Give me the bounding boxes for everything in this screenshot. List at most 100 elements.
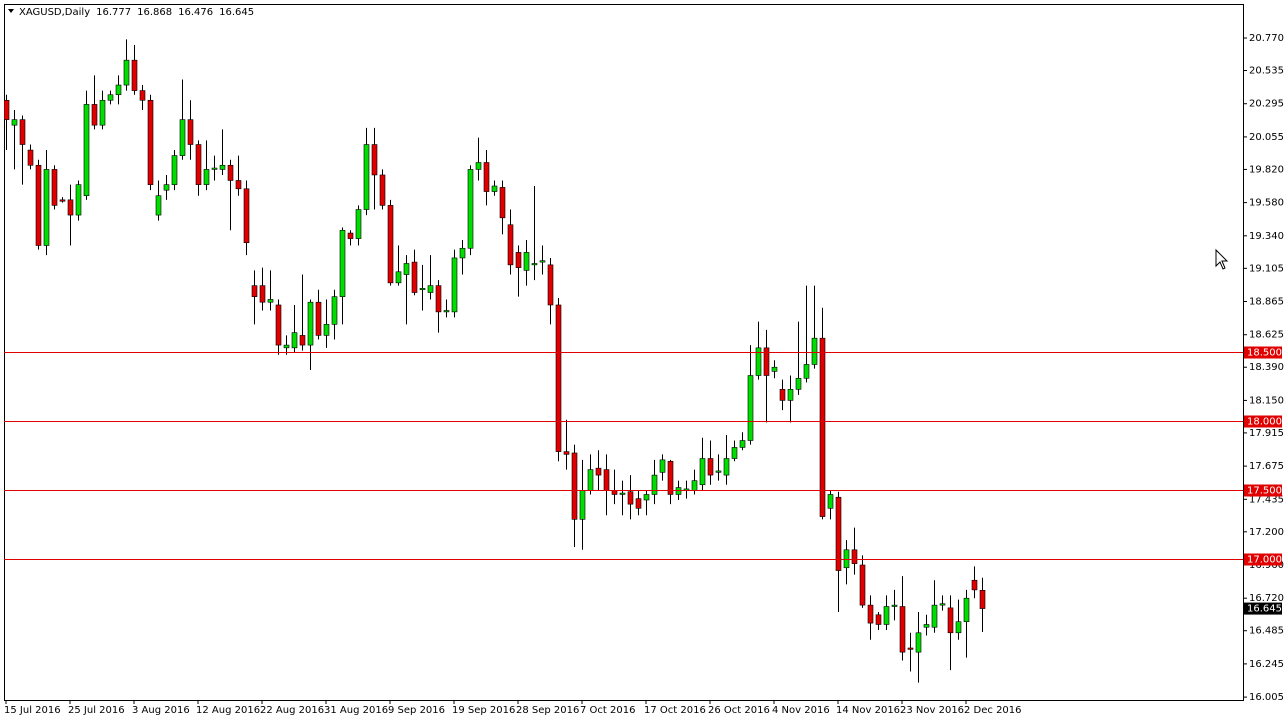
candle-body xyxy=(483,162,490,192)
candle-body xyxy=(803,364,810,379)
candle-body xyxy=(627,491,634,505)
candle-body xyxy=(395,271,402,284)
candle-body xyxy=(723,458,730,476)
y-tick-label: 19.820 xyxy=(1249,164,1284,175)
candle-body xyxy=(99,99,106,126)
candle-body xyxy=(419,288,426,291)
candle-body xyxy=(475,162,482,170)
y-tick-label: 19.105 xyxy=(1249,263,1284,274)
candle-body xyxy=(259,285,266,303)
candle-body xyxy=(371,144,378,176)
x-tick-label: 14 Nov 2016 xyxy=(836,705,900,716)
candle-body xyxy=(507,224,514,266)
candle-body xyxy=(83,104,90,197)
candle-body xyxy=(155,195,162,216)
level-label: 17.000 xyxy=(1247,555,1282,566)
candle-body xyxy=(459,247,466,259)
candle-body xyxy=(427,285,434,293)
candle-body xyxy=(403,263,410,275)
header-low: 16.476 xyxy=(178,7,213,18)
candle-body xyxy=(307,301,314,346)
y-tick-label: 16.960 xyxy=(1249,560,1284,571)
header-open: 16.777 xyxy=(96,7,131,18)
candle-body xyxy=(139,90,146,101)
candle-body xyxy=(219,164,226,170)
candle-body xyxy=(379,174,386,206)
candle-body xyxy=(115,84,122,96)
candle-body xyxy=(699,458,706,486)
candle-body xyxy=(227,164,234,181)
candle-body xyxy=(867,604,874,624)
candle-body xyxy=(467,169,474,249)
x-tick-label: 12 Aug 2016 xyxy=(196,705,260,716)
candle-body xyxy=(539,260,546,263)
candle-body xyxy=(187,119,194,145)
candle-body xyxy=(747,375,754,441)
candle-body xyxy=(907,647,914,650)
candle-body xyxy=(787,389,794,401)
plot-area xyxy=(4,39,1243,683)
candle-body xyxy=(771,366,778,372)
candle-body xyxy=(619,492,626,495)
level-label: 18.000 xyxy=(1247,417,1282,428)
candle-body xyxy=(123,59,130,86)
candle-body xyxy=(251,285,258,297)
candle-body xyxy=(763,347,770,376)
y-tick-label: 20.295 xyxy=(1249,99,1284,110)
candle-body xyxy=(171,155,178,185)
candle-body xyxy=(563,451,570,455)
candle-body xyxy=(963,597,970,623)
candle-body xyxy=(331,296,338,325)
candle-body xyxy=(659,459,666,473)
candle-body xyxy=(11,119,18,126)
y-tick-label: 20.055 xyxy=(1249,132,1284,143)
candle-body xyxy=(27,149,34,166)
candle-body xyxy=(835,496,842,571)
level-label: 18.500 xyxy=(1247,348,1282,359)
candle-body xyxy=(51,169,58,206)
candle-body xyxy=(499,187,506,219)
candle-body xyxy=(291,332,298,349)
x-tick-label: 17 Oct 2016 xyxy=(644,705,706,716)
price-label: 16.645 xyxy=(1247,604,1282,615)
candle-body xyxy=(883,606,890,625)
x-tick-label: 31 Aug 2016 xyxy=(324,705,388,716)
candle-body xyxy=(267,299,274,303)
candle-body xyxy=(91,104,98,126)
candle-body xyxy=(35,164,42,246)
x-tick-label: 28 Sep 2016 xyxy=(516,705,579,716)
level-label-box xyxy=(1244,553,1282,566)
level-label: 17.500 xyxy=(1247,486,1282,497)
candle-body xyxy=(795,377,802,390)
candle-body xyxy=(931,604,938,628)
candle-body xyxy=(363,144,370,210)
candle-body xyxy=(851,549,858,564)
candle-body xyxy=(195,144,202,185)
candle-body xyxy=(811,337,818,365)
candle-body xyxy=(387,205,394,284)
mouse-cursor xyxy=(1215,248,1229,270)
candle-body xyxy=(179,119,186,156)
chart-title: XAGUSD,Daily xyxy=(19,7,90,18)
menu-arrow[interactable] xyxy=(8,9,14,13)
candle-body xyxy=(595,467,602,476)
y-tick-label: 17.915 xyxy=(1249,428,1284,439)
level-label-box xyxy=(1244,346,1282,359)
candle-body xyxy=(899,606,906,653)
candle-body xyxy=(523,252,530,271)
candle-body xyxy=(235,180,242,190)
y-tick-label: 17.675 xyxy=(1249,461,1284,472)
candle-body xyxy=(675,487,682,495)
y-tick-label: 16.245 xyxy=(1249,659,1284,670)
x-tick-label: 9 Sep 2016 xyxy=(388,705,445,716)
candle-body xyxy=(283,344,290,349)
candle-body xyxy=(355,209,362,239)
price-label-box xyxy=(1244,602,1282,615)
candle-body xyxy=(579,490,586,520)
candle-body xyxy=(299,335,306,346)
candle-body xyxy=(731,447,738,459)
candle-body xyxy=(131,59,138,91)
x-tick-label: 7 Oct 2016 xyxy=(580,705,635,716)
